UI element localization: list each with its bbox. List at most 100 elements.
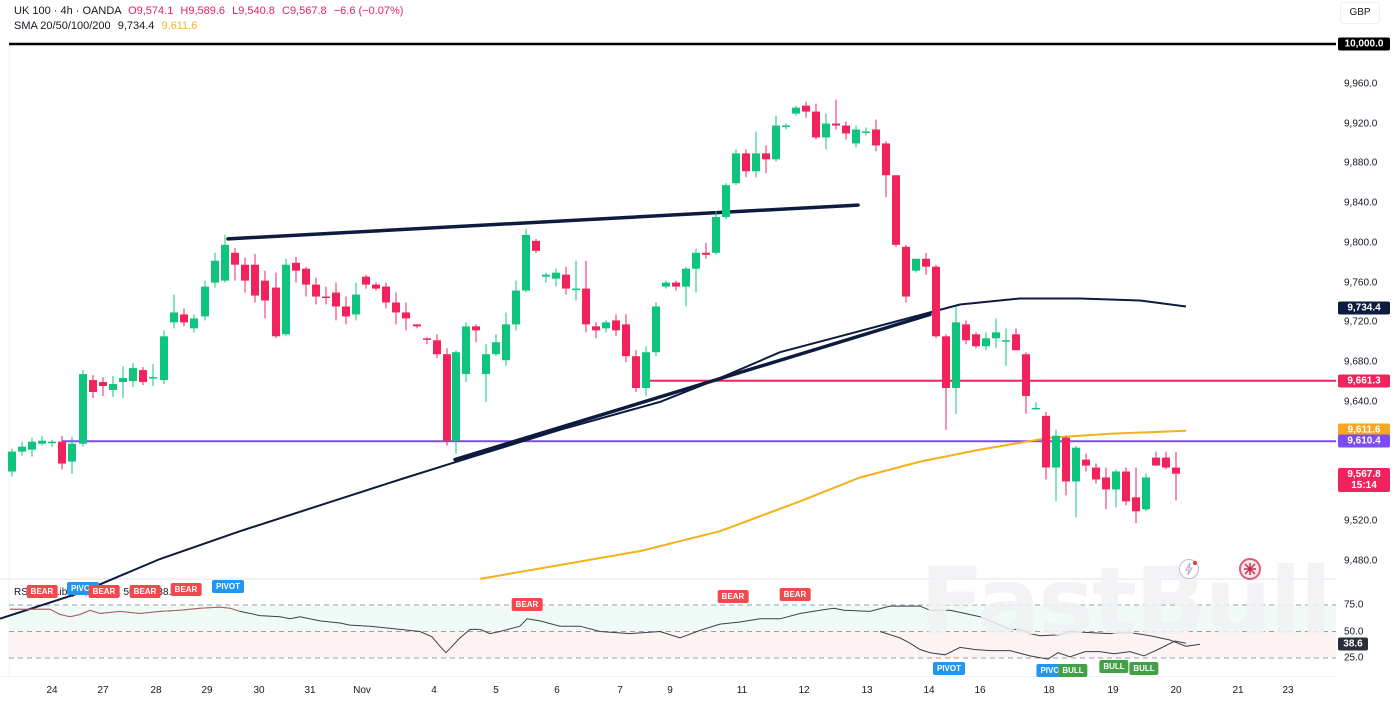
candle-body — [1042, 415, 1050, 468]
candle-body — [542, 274, 550, 277]
rsi-signal-bear[interactable]: BEAR — [129, 585, 161, 598]
rsi-signal-bear[interactable]: BEAR — [88, 585, 120, 598]
candle-body — [372, 284, 380, 289]
candle-body — [160, 336, 168, 381]
candle-body — [170, 312, 178, 323]
rsi-line-lower — [879, 631, 1187, 660]
candle-body — [1012, 334, 1020, 351]
price-chart[interactable] — [0, 0, 1336, 676]
rsi-signal-pivot[interactable]: PIVOT — [211, 580, 245, 593]
time-tick: 31 — [304, 685, 316, 696]
time-tick: 6 — [554, 685, 560, 696]
candle-body — [211, 260, 219, 283]
sma-row: SMA 20/50/100/200 9,734.4 9,611.6 — [14, 19, 403, 34]
candle-body — [512, 290, 520, 325]
currency-selector[interactable]: GBP — [1340, 2, 1380, 24]
rsi-tick: 50.0 — [1344, 626, 1364, 637]
rsi-signal-bear[interactable]: BEAR — [779, 588, 811, 601]
candle-body — [502, 324, 510, 361]
rsi-signal-bull[interactable]: BULL — [1058, 664, 1088, 677]
candle-body — [79, 374, 87, 444]
candle-body — [28, 441, 36, 450]
candle-body — [602, 322, 610, 329]
candle-body — [251, 264, 259, 296]
candle-body — [68, 443, 76, 462]
candle-body — [332, 292, 340, 307]
candle-body — [752, 153, 760, 172]
low-value: L9,540.8 — [232, 5, 275, 17]
candle-body — [342, 306, 350, 317]
sma-orange-line — [479, 429, 1187, 580]
rsi-signal-bull[interactable]: BULL — [1099, 660, 1129, 673]
candle-body — [962, 324, 970, 341]
price-badge: 9,611.6 — [1338, 423, 1390, 437]
sma-label[interactable]: SMA 20/50/100/200 — [14, 20, 111, 32]
candle-body — [592, 326, 600, 331]
price-axis[interactable]: 9,960.0 9,920.0 9,880.0 9,840.0 9,800.0 9,760… — [1336, 0, 1400, 703]
candle-body — [433, 340, 441, 355]
candle-body — [872, 129, 880, 146]
candle-body — [882, 143, 890, 176]
candle-body — [802, 105, 810, 112]
candle-body — [1102, 477, 1110, 490]
time-axis[interactable]: 24 27 28 29 30 31 Nov 4 5 6 7 9 11 12 13 14 16 18 19 20 21 23 — [0, 676, 1336, 704]
candle-body — [402, 312, 410, 319]
trendline — [453, 312, 932, 462]
rsi-signal-pivot[interactable]: PIVOT — [932, 662, 966, 675]
candle-body — [862, 131, 870, 133]
time-tick: 14 — [923, 685, 935, 696]
candle-body — [562, 274, 570, 289]
time-tick: 7 — [617, 685, 623, 696]
time-tick: 20 — [1170, 685, 1182, 696]
candle-body — [572, 288, 580, 291]
candle-body — [1152, 457, 1160, 466]
price-badge: 9,661.3 — [1338, 374, 1390, 388]
candle-body — [672, 282, 680, 287]
candle-body — [8, 451, 16, 472]
candle-body — [302, 268, 310, 285]
candle-body — [1052, 435, 1060, 468]
candle-body — [812, 111, 820, 138]
rsi-signal-bear[interactable]: BEAR — [511, 598, 543, 611]
candle-body — [712, 216, 720, 253]
candle-body — [702, 252, 710, 255]
candle-body — [149, 377, 157, 379]
candle-body — [312, 284, 320, 297]
candle-body — [722, 185, 730, 217]
price-tick: 9,880.0 — [1344, 157, 1378, 169]
uk-flag-icon[interactable] — [1239, 558, 1261, 580]
candle-body — [99, 382, 107, 387]
rsi-signal-bear[interactable]: BEAR — [26, 585, 58, 598]
candle-body — [942, 336, 950, 389]
candle-body — [1002, 340, 1010, 342]
candle-body — [362, 276, 370, 285]
rsi-signal-bear[interactable]: BEAR — [170, 583, 202, 596]
sma-value-1: 9,734.4 — [117, 20, 155, 32]
candle-body — [992, 332, 1000, 339]
candle-body — [972, 334, 980, 347]
candle-body — [982, 338, 990, 347]
high-value: H9,589.6 — [180, 5, 226, 17]
price-badge: 9,734.4 — [1338, 301, 1390, 315]
candle-body — [652, 306, 660, 353]
time-tick: 28 — [150, 685, 162, 696]
candle-body — [532, 240, 540, 251]
candle-body — [18, 446, 26, 452]
candle-body — [109, 384, 117, 390]
candle-body — [1022, 354, 1030, 396]
rsi-signal-pivot[interactable]: PIVO — [1036, 664, 1064, 677]
symbol-label[interactable]: UK 100 · 4h · OANDA — [14, 5, 121, 17]
lightning-alert-icon[interactable] — [1179, 559, 1199, 579]
rsi-signal-bull[interactable]: BULL — [1129, 662, 1159, 675]
candle-body — [822, 123, 830, 138]
candle-body — [742, 153, 750, 172]
rsi-signal-bear[interactable]: BEAR — [717, 590, 749, 603]
candle-body — [612, 320, 620, 331]
change-value: −6.6 (−0.07%) — [333, 5, 404, 17]
rsi-tick: 25.0 — [1344, 652, 1364, 664]
candle-body — [632, 356, 640, 389]
candle-body — [180, 314, 188, 323]
time-tick: 19 — [1107, 685, 1119, 696]
candle-body — [782, 125, 790, 128]
